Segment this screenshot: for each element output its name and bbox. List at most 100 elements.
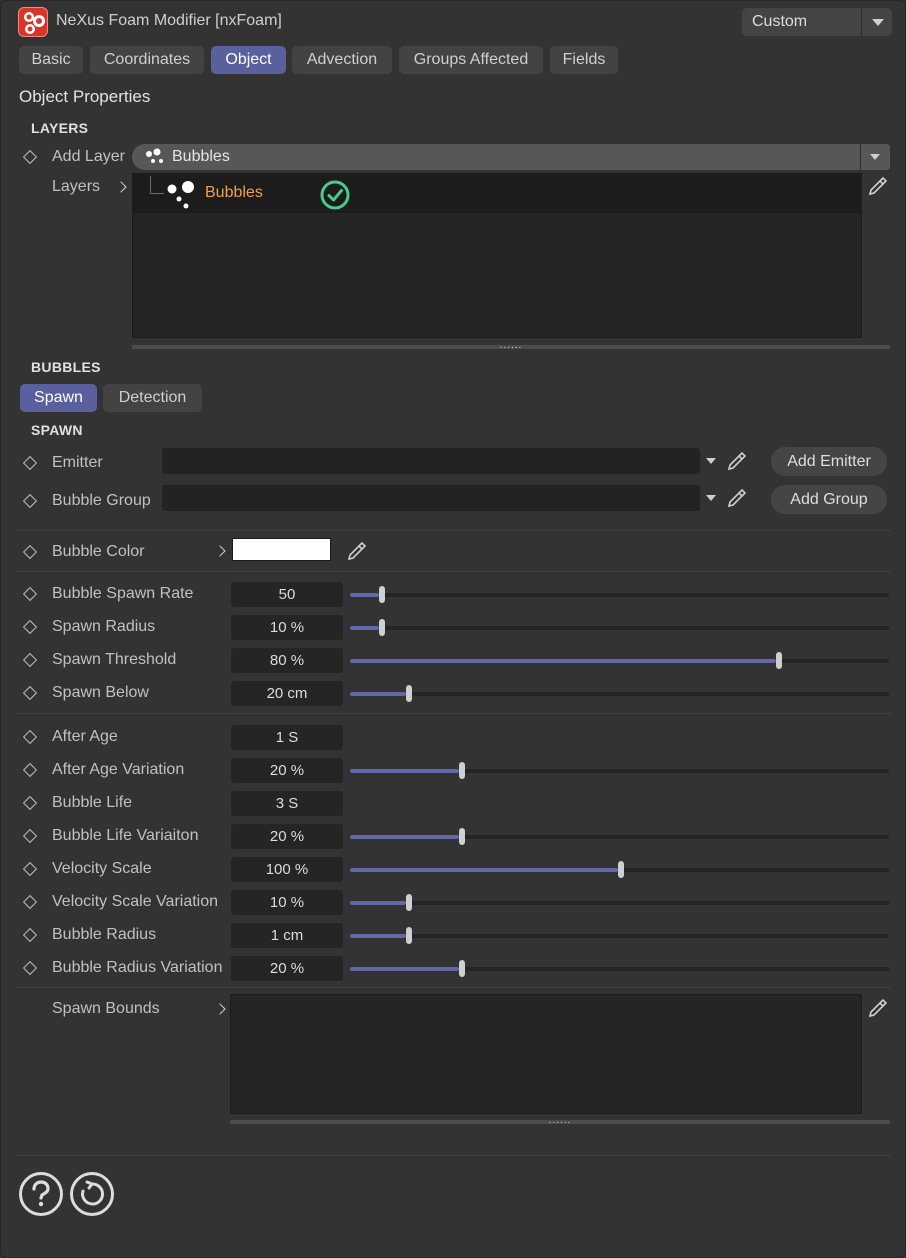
resize-handle[interactable]: ...... bbox=[132, 341, 890, 351]
keyframe-diamond-icon[interactable] bbox=[22, 652, 38, 668]
slider-fill bbox=[350, 967, 459, 971]
param-slider[interactable] bbox=[350, 619, 889, 636]
param-value-field[interactable]: 1 cm bbox=[231, 923, 343, 948]
check-circle-icon[interactable] bbox=[319, 179, 351, 211]
slider-knob[interactable] bbox=[379, 586, 385, 603]
param-slider[interactable] bbox=[350, 685, 889, 702]
keyframe-diamond-icon[interactable] bbox=[22, 861, 38, 877]
add-emitter-button[interactable]: Add Emitter bbox=[771, 447, 887, 476]
emitter-label: Emitter bbox=[52, 454, 103, 471]
eyedropper-icon[interactable] bbox=[726, 450, 748, 472]
slider-knob[interactable] bbox=[459, 828, 465, 845]
param-value-field[interactable]: 10 % bbox=[231, 615, 343, 640]
keyframe-diamond-icon[interactable] bbox=[22, 894, 38, 910]
param-slider[interactable] bbox=[350, 960, 889, 977]
keyframe-diamond-icon[interactable] bbox=[22, 729, 38, 745]
slider-knob[interactable] bbox=[379, 619, 385, 636]
eyedropper-icon[interactable] bbox=[346, 540, 368, 562]
param-value-field[interactable]: 10 % bbox=[231, 890, 343, 915]
spawn-bounds-list[interactable] bbox=[230, 994, 862, 1114]
slider-knob[interactable] bbox=[459, 960, 465, 977]
param-value-field[interactable]: 100 % bbox=[231, 857, 343, 882]
param-value-field[interactable]: 1 S bbox=[231, 725, 343, 750]
tab-fields[interactable]: Fields bbox=[550, 46, 618, 74]
param-value-field[interactable]: 80 % bbox=[231, 648, 343, 673]
slider-knob[interactable] bbox=[406, 927, 412, 944]
subtab-spawn[interactable]: Spawn bbox=[20, 384, 97, 412]
bubble-group-field[interactable] bbox=[162, 485, 700, 511]
layer-name[interactable]: Bubbles bbox=[205, 184, 263, 201]
tab-coordinates[interactable]: Coordinates bbox=[90, 46, 204, 74]
param-label: Velocity Scale bbox=[52, 860, 152, 877]
reset-button[interactable] bbox=[70, 1172, 114, 1216]
keyframe-diamond-icon[interactable] bbox=[22, 828, 38, 844]
chevron-down-icon[interactable] bbox=[706, 495, 716, 501]
layers-list[interactable]: Bubbles bbox=[132, 173, 862, 338]
chevron-right-icon[interactable] bbox=[214, 545, 226, 557]
resize-handle[interactable]: ...... bbox=[230, 1116, 890, 1126]
param-label: Spawn Radius bbox=[52, 618, 156, 635]
subtab-detection[interactable]: Detection bbox=[103, 384, 202, 412]
keyframe-diamond-icon[interactable] bbox=[22, 685, 38, 701]
add-layer-dropdown[interactable]: Bubbles bbox=[132, 144, 890, 170]
param-value-field[interactable]: 3 S bbox=[231, 791, 343, 816]
param-value-field[interactable]: 20 % bbox=[231, 758, 343, 783]
param-label: Bubble Life bbox=[52, 794, 133, 811]
tab-basic[interactable]: Basic bbox=[19, 46, 83, 74]
keyframe-diamond-icon[interactable] bbox=[22, 960, 38, 976]
add-layer-value: Bubbles bbox=[172, 148, 230, 165]
keyframe-diamond-icon[interactable] bbox=[22, 795, 38, 811]
keyframe-diamond-icon[interactable] bbox=[22, 493, 38, 509]
keyframe-diamond-icon[interactable] bbox=[22, 619, 38, 635]
param-slider[interactable] bbox=[350, 894, 889, 911]
keyframe-diamond-icon[interactable] bbox=[22, 927, 38, 943]
eyedropper-icon[interactable] bbox=[726, 487, 748, 509]
param-slider[interactable] bbox=[350, 652, 889, 669]
param-slider[interactable] bbox=[350, 861, 889, 878]
preset-value: Custom bbox=[752, 13, 808, 30]
chevron-right-icon[interactable] bbox=[214, 1003, 226, 1015]
keyframe-diamond-icon[interactable] bbox=[22, 544, 38, 560]
slider-knob[interactable] bbox=[406, 685, 412, 702]
keyframe-diamond-icon[interactable] bbox=[22, 455, 38, 471]
param-label: Bubble Life Variaiton bbox=[52, 827, 199, 844]
chevron-down-icon[interactable] bbox=[860, 144, 890, 170]
tab-advection[interactable]: Advection bbox=[292, 46, 392, 74]
param-label: Bubble Spawn Rate bbox=[52, 585, 194, 602]
param-value-field[interactable]: 20 % bbox=[231, 824, 343, 849]
keyframe-diamond-icon[interactable] bbox=[22, 149, 38, 165]
foam-modifier-icon bbox=[18, 7, 48, 37]
slider-knob[interactable] bbox=[618, 861, 624, 878]
param-slider[interactable] bbox=[350, 828, 889, 845]
tab-object[interactable]: Object bbox=[211, 46, 286, 74]
slider-fill bbox=[350, 934, 406, 938]
chevron-right-icon[interactable] bbox=[115, 181, 127, 193]
eyedropper-icon[interactable] bbox=[867, 997, 889, 1019]
add-group-button[interactable]: Add Group bbox=[771, 485, 887, 514]
list-item[interactable]: Bubbles bbox=[133, 174, 861, 213]
chevron-down-icon[interactable] bbox=[706, 458, 716, 464]
keyframe-diamond-icon[interactable] bbox=[22, 586, 38, 602]
param-label: After Age bbox=[52, 728, 118, 745]
help-icon bbox=[32, 1180, 50, 1207]
chevron-down-icon[interactable] bbox=[861, 8, 892, 36]
param-value-field[interactable]: 20 % bbox=[231, 956, 343, 981]
slider-knob[interactable] bbox=[459, 762, 465, 779]
slider-knob[interactable] bbox=[776, 652, 782, 669]
add-layer-label: Add Layer bbox=[52, 148, 125, 165]
emitter-field[interactable] bbox=[162, 448, 700, 474]
param-slider[interactable] bbox=[350, 586, 889, 603]
param-slider[interactable] bbox=[350, 762, 889, 779]
tab-groups-affected[interactable]: Groups Affected bbox=[399, 46, 543, 74]
slider-knob[interactable] bbox=[406, 894, 412, 911]
help-button[interactable] bbox=[19, 1172, 63, 1216]
preset-dropdown[interactable]: Custom bbox=[742, 8, 892, 36]
param-value-field[interactable]: 50 bbox=[231, 582, 343, 607]
param-slider[interactable] bbox=[350, 927, 889, 944]
eyedropper-icon[interactable] bbox=[867, 175, 889, 197]
keyframe-diamond-icon[interactable] bbox=[22, 762, 38, 778]
param-value-field[interactable]: 20 cm bbox=[231, 681, 343, 706]
slider-fill bbox=[350, 593, 379, 597]
bubble-color-swatch[interactable] bbox=[232, 538, 331, 561]
